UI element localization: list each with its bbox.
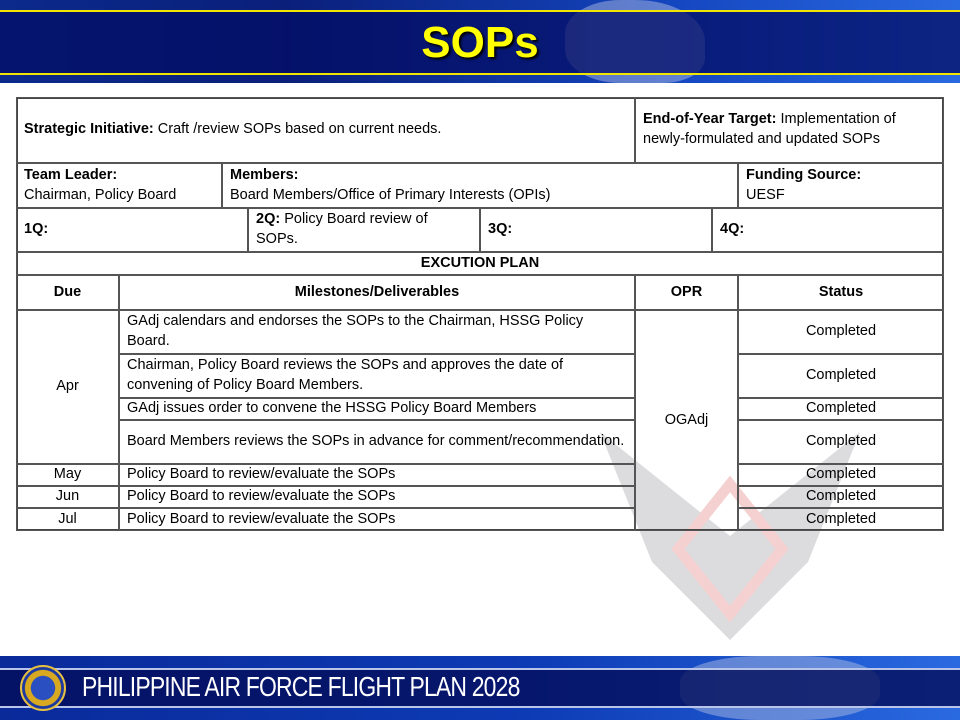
header-due: Due (16, 275, 119, 310)
paf-seal-icon (20, 665, 66, 711)
milestone-cell: Policy Board to review/evaluate the SOPs (119, 464, 635, 486)
q2-label: 2Q: (256, 211, 281, 228)
header-status: Status (738, 275, 944, 310)
members-label: Members: (230, 166, 299, 183)
milestone-cell: Policy Board to review/evaluate the SOPs (119, 486, 635, 508)
members-value: Board Members/Office of Primary Interest… (230, 186, 551, 203)
due-cell: Jun (16, 486, 119, 508)
target-value: Implementation of newly-formulated and u… (643, 111, 896, 147)
status-cell: Completed (738, 420, 944, 464)
milestone-cell: Chairman, Policy Board reviews the SOPs … (119, 354, 635, 398)
milestone-cell: GAdj calendars and endorses the SOPs to … (119, 310, 635, 354)
status-cell: Completed (738, 398, 944, 420)
q1-cell: 1Q: (16, 208, 248, 252)
team-value: Chairman, Policy Board (24, 186, 177, 203)
status-cell: Completed (738, 310, 944, 354)
plan-title: EXCUTION PLAN (16, 252, 944, 275)
header-banner (0, 0, 960, 83)
header-milestones: Milestones/Deliverables (119, 275, 635, 310)
target-cell: End-of-Year Target: Implementation of ne… (635, 97, 944, 163)
funding-cell: Funding Source: UESF (738, 163, 944, 208)
q2-cell: 2Q: Policy Board review of SOPs. (248, 208, 480, 252)
strategic-value: Craft /review SOPs based on current need… (157, 121, 442, 138)
team-label: Team Leader: (24, 166, 118, 183)
status-cell: Completed (738, 464, 944, 486)
page-title: SOPs (421, 18, 539, 67)
footer-band (0, 668, 960, 708)
strategic-label: Strategic Initiative: (24, 121, 154, 138)
team-leader-cell: Team Leader: Chairman, Policy Board (16, 163, 222, 208)
funding-value: UESF (746, 186, 785, 203)
target-label: End-of-Year Target: (643, 111, 777, 128)
q4-label: 4Q: (720, 221, 745, 238)
q4-cell: 4Q: (712, 208, 944, 252)
strategic-initiative-cell: Strategic Initiative: Craft /review SOPs… (16, 97, 635, 163)
wings-watermark-icon (600, 432, 860, 640)
q3-cell: 3Q: (480, 208, 712, 252)
footer-text: PHILIPPINE AIR FORCE FLIGHT PLAN 2028 (82, 671, 520, 702)
q1-label: 1Q: (24, 221, 49, 238)
due-cell: Jul (16, 508, 119, 531)
header-opr: OPR (635, 275, 738, 310)
members-cell: Members: Board Members/Office of Primary … (222, 163, 738, 208)
milestone-cell: Board Members reviews the SOPs in advanc… (119, 420, 635, 464)
due-cell: May (16, 464, 119, 486)
status-cell: Completed (738, 354, 944, 398)
footer-banner (0, 656, 960, 720)
milestone-cell: Policy Board to review/evaluate the SOPs (119, 508, 635, 531)
due-cell: Apr (16, 310, 119, 464)
title-band (0, 10, 960, 75)
status-cell: Completed (738, 486, 944, 508)
milestone-cell: GAdj issues order to convene the HSSG Po… (119, 398, 635, 420)
opr-cell: OGAdj (635, 310, 738, 531)
funding-label: Funding Source: (746, 166, 862, 183)
status-cell: Completed (738, 508, 944, 531)
q2-value: Policy Board review of SOPs. (256, 211, 428, 247)
q3-label: 3Q: (488, 221, 513, 238)
